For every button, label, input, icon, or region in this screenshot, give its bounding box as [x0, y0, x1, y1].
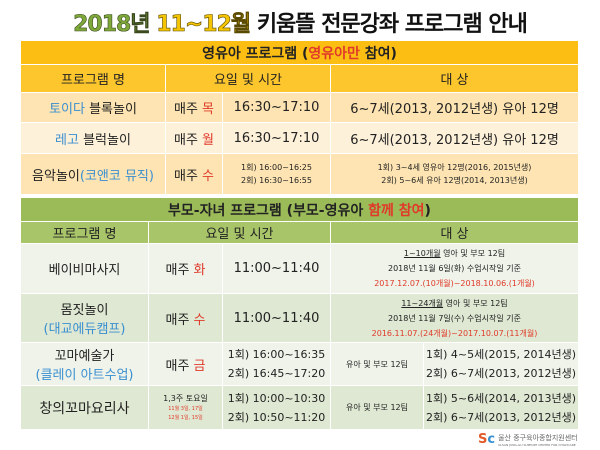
infant-section-header: 영유아 프로그램 (영유아만 참여): [19, 40, 580, 65]
table-row: 토이다 블록놀이 매주 목 16:30~17:10 6~7세(2013, 2012…: [20, 92, 580, 123]
table-row: 레고 블럭놀이 매주 월 16:30~17:10 6~7세(2013, 2012년…: [20, 122, 580, 154]
center-logo: Sc 울산 중구육아종합지원센터 ULSAN JUNG-GU SUPPORT CE…: [478, 432, 578, 447]
parent-section-header: 부모-자녀 프로그램 (부모-영유아 함께 참여): [20, 197, 579, 222]
column-headers: 프로그램 명 요일 및 시간 대 상: [20, 221, 579, 244]
parent-child-program-table: 부모-자녀 프로그램 (부모-영유아 함께 참여) 프로그램 명 요일 및 시간 대…: [20, 197, 579, 430]
table-row: 몸짓놀이 (대교에듀캠프) 매주 수 11:00~11:40 11~24개월 영아…: [20, 293, 579, 343]
column-headers: 프로그램 명 요일 및 시간 대 상: [20, 64, 580, 93]
table-row: 창의꼬마요리사 1,3주 토요일 11월 3일, 17일 12월 1일, 15일 1…: [20, 385, 579, 430]
table-row: 베이비마사지 매주 화 11:00~11:40 1~10개월 영아 및 부모 1…: [20, 243, 579, 294]
page-title: 2018년 11~12월 키움뜰 전문강좌 프로그램 안내: [73, 12, 528, 38]
table-row: 꼬마예술가 (클레이 아트수업) 매주 금 1회) 16:00~16:35 2회) …: [20, 342, 579, 386]
infant-program-table: 영유아 프로그램 (영유아만 참여) 프로그램 명 요일 및 시간 대 상 토이…: [19, 40, 580, 195]
logo-mark-icon: Sc: [478, 432, 496, 447]
table-row: 음악놀이(코앤코 뮤직) 매주 수 1회) 16:00~16:25 2회) 16:…: [20, 153, 580, 195]
